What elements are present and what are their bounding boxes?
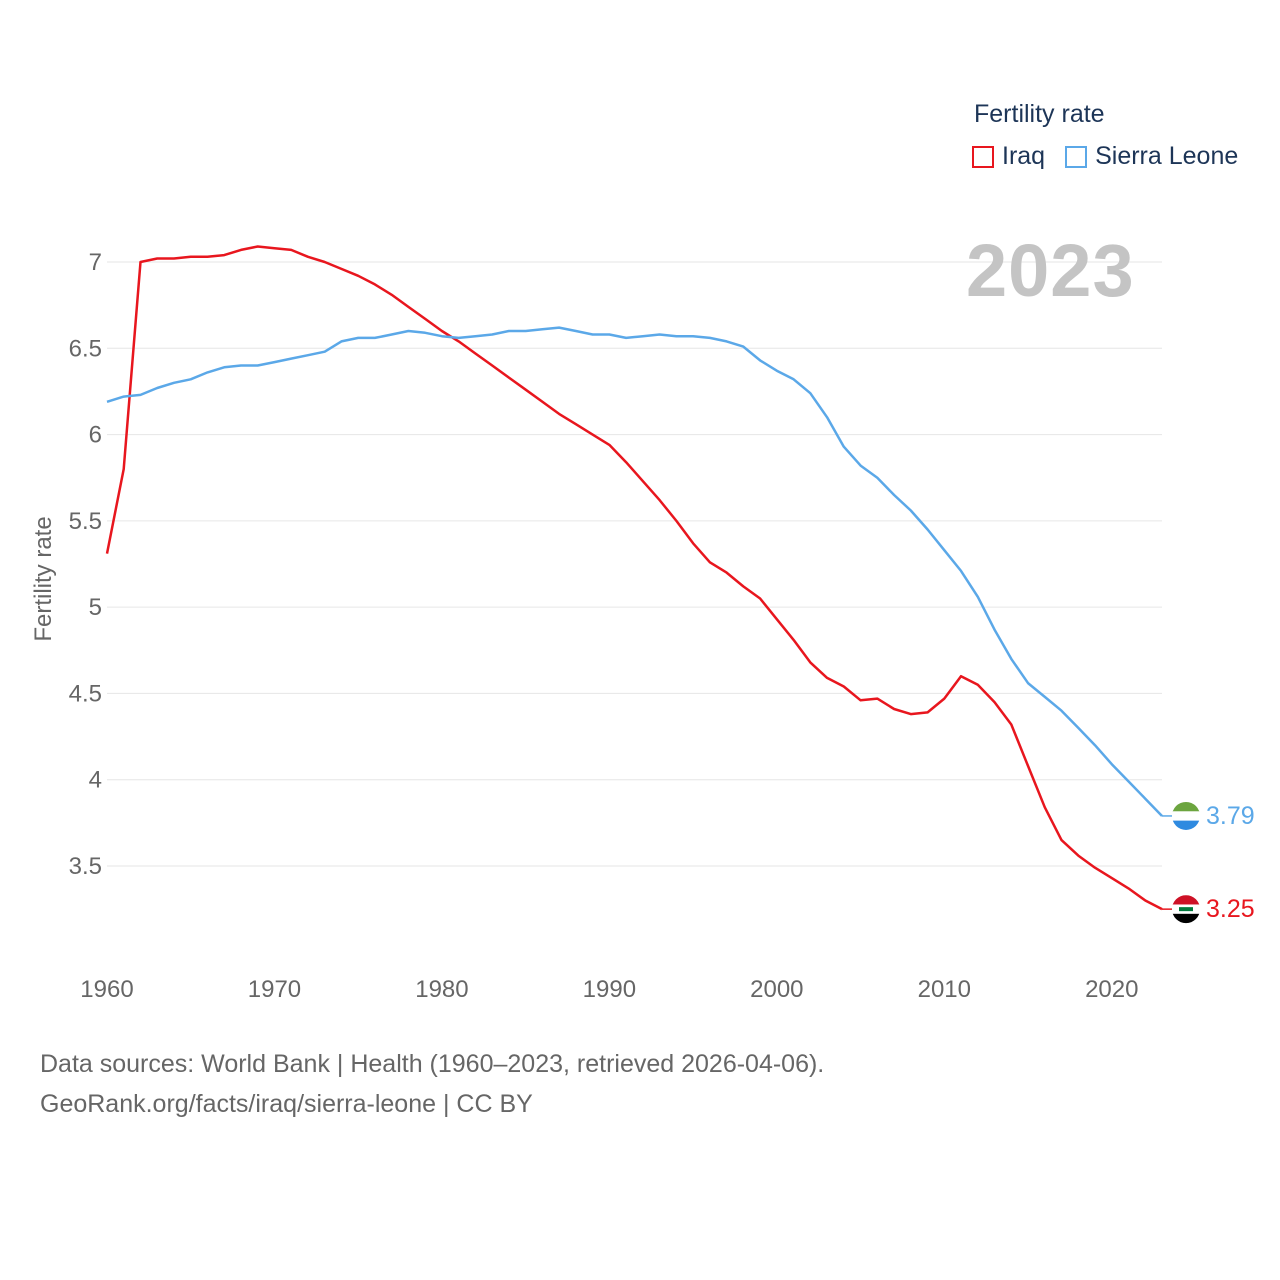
legend-label-sierra-leone: Sierra Leone	[1095, 142, 1239, 170]
source-line-1: Data sources: World Bank | Health (1960–…	[40, 1050, 825, 1078]
legend: Iraq Sierra Leone	[972, 142, 1238, 171]
series-lines	[105, 245, 1163, 911]
source-note: Data sources: World Bank | Health (1960–…	[40, 1044, 824, 1124]
y-tick-label: 6.5	[69, 335, 102, 362]
x-tick-label: 1990	[583, 976, 636, 1003]
y-tick-label: 4.5	[69, 680, 102, 707]
legend-entry-sierra-leone[interactable]: Sierra Leone	[1065, 142, 1238, 171]
series-line-iraq[interactable]	[105, 245, 1163, 911]
sierra-leone-flag-icon	[1172, 801, 1200, 830]
iraq-flag-icon	[1172, 895, 1200, 924]
legend-label-iraq: Iraq	[1002, 142, 1046, 170]
y-axis-label: Fertility rate	[30, 516, 57, 641]
source-line-2[interactable]: GeoRank.org/facts/iraq/sierra-leone | CC…	[40, 1090, 533, 1118]
x-tick-label: 2000	[750, 976, 803, 1003]
x-tick-label: 1970	[248, 976, 301, 1003]
gridlines	[107, 261, 1162, 867]
x-tick-label: 1960	[80, 976, 133, 1003]
x-axis-ticks: 1960 1970 1980 1990 2000 2010 2020	[80, 976, 1138, 1003]
y-tick-label: 5	[89, 594, 102, 621]
series-end-markers: 3.25 3.79	[1162, 801, 1255, 924]
year-badge: 2023	[966, 229, 1135, 312]
y-tick-label: 7	[89, 249, 102, 276]
y-axis-ticks: 3.5 4 4.5 5 5.5 6 6.5 7	[69, 249, 102, 880]
x-tick-label: 2010	[918, 976, 971, 1003]
y-tick-label: 3.5	[69, 853, 102, 880]
y-tick-label: 4	[89, 767, 102, 794]
end-value-label-iraq: 3.25	[1206, 895, 1255, 923]
y-tick-label: 6	[89, 422, 102, 449]
x-tick-label: 2020	[1085, 976, 1138, 1003]
legend-swatch-sierra-leone	[1065, 145, 1088, 168]
end-value-label-sierra-leone: 3.79	[1206, 802, 1255, 830]
legend-entry-iraq[interactable]: Iraq	[972, 142, 1045, 171]
series-line-sierra-leone[interactable]	[106, 326, 1163, 817]
legend-title: Fertility rate	[974, 100, 1105, 128]
y-tick-label: 5.5	[69, 508, 102, 535]
x-tick-label: 1980	[415, 976, 468, 1003]
legend-swatch-iraq	[972, 145, 994, 168]
